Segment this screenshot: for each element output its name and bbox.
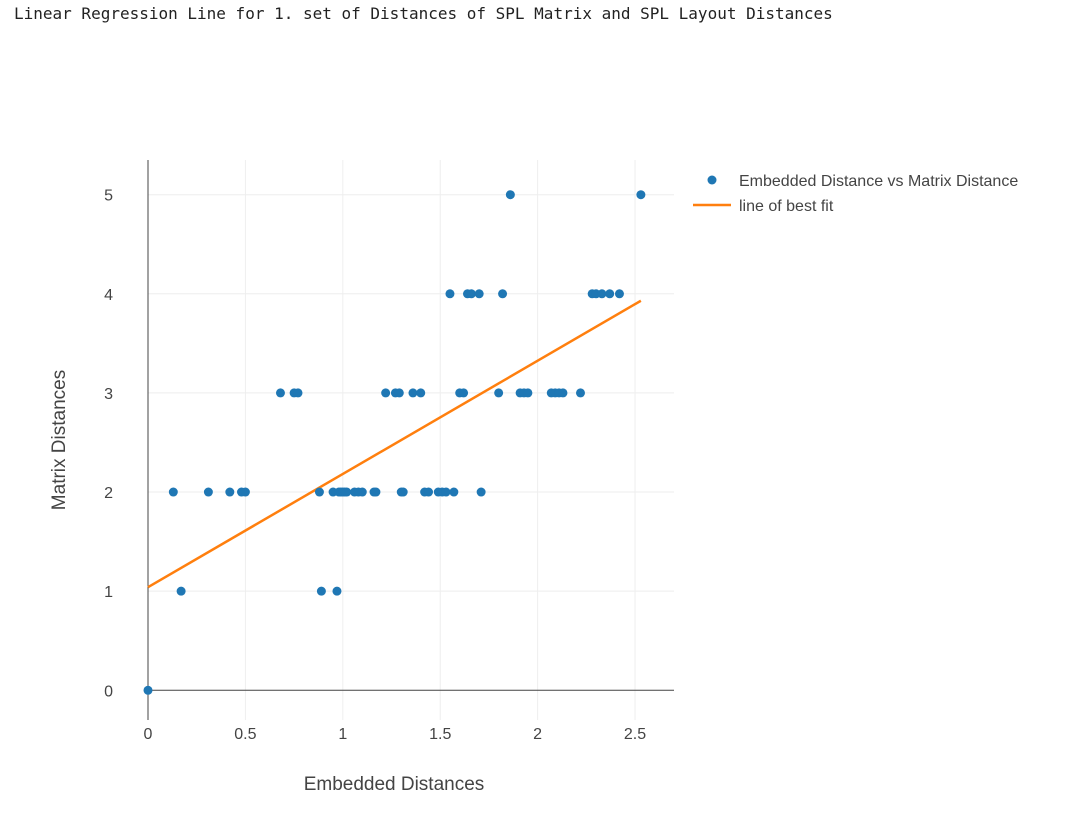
scatter-point xyxy=(575,388,585,398)
scatter-point xyxy=(474,289,484,299)
best-fit-line-layer xyxy=(147,299,642,589)
scatter-point xyxy=(459,388,469,398)
axes xyxy=(147,160,674,720)
legend-marker-points xyxy=(707,175,717,185)
scatter-point xyxy=(371,487,381,497)
x-tick-label: 2.5 xyxy=(624,726,646,743)
best-fit-line xyxy=(147,299,642,589)
page-title: Linear Regression Line for 1. set of Dis… xyxy=(14,4,833,23)
scatter-point xyxy=(316,586,326,596)
scatter-point xyxy=(636,190,646,200)
x-axis-title: Embedded Distances xyxy=(304,774,485,795)
scatter-point xyxy=(394,388,404,398)
legend: Embedded Distance vs Matrix Distance lin… xyxy=(693,173,1018,215)
scatter-point xyxy=(275,388,285,398)
scatter-point xyxy=(494,388,504,398)
scatter-point xyxy=(332,586,342,596)
scatter-point xyxy=(558,388,568,398)
scatter-points xyxy=(143,190,646,695)
scatter-point xyxy=(357,487,367,497)
scatter-point xyxy=(416,388,426,398)
legend-label-line: line of best fit xyxy=(739,198,834,215)
scatter-point xyxy=(424,487,434,497)
x-tick-label: 0.5 xyxy=(234,726,256,743)
scatter-point xyxy=(445,289,455,299)
scatter-point xyxy=(505,190,515,200)
legend-label-points: Embedded Distance vs Matrix Distance xyxy=(739,173,1018,190)
scatter-point xyxy=(449,487,459,497)
scatter-point xyxy=(240,487,250,497)
scatter-point xyxy=(381,388,391,398)
y-tick-label: 1 xyxy=(104,584,113,601)
scatter-point xyxy=(498,289,508,299)
scatter-point xyxy=(441,487,451,497)
scatter-point xyxy=(293,388,303,398)
scatter-point xyxy=(225,487,235,497)
y-tick-label: 4 xyxy=(104,287,113,304)
y-tick-label: 3 xyxy=(104,386,113,403)
scatter-point xyxy=(203,487,213,497)
y-tick-label: 2 xyxy=(104,485,113,502)
scatter-point xyxy=(143,685,153,695)
grid xyxy=(148,160,674,720)
x-tick-label: 2 xyxy=(533,726,542,743)
scatter-point xyxy=(408,388,418,398)
scatter-point xyxy=(398,487,408,497)
y-tick-label: 5 xyxy=(104,188,113,205)
scatter-point xyxy=(597,289,607,299)
scatter-point xyxy=(476,487,486,497)
scatter-point xyxy=(168,487,178,497)
scatter-point xyxy=(342,487,352,497)
x-tick-label: 1.5 xyxy=(429,726,451,743)
x-tick-label: 1 xyxy=(338,726,347,743)
tick-labels: 0 0.5 1 1.5 2 2.5 0 1 2 3 4 5 xyxy=(104,188,646,743)
y-tick-label: 0 xyxy=(104,683,113,700)
scatter-point xyxy=(466,289,476,299)
scatter-point xyxy=(314,487,324,497)
scatter-point xyxy=(523,388,533,398)
x-tick-label: 0 xyxy=(144,726,153,743)
y-axis-title: Matrix Distances xyxy=(49,370,70,510)
scatter-point xyxy=(176,586,186,596)
scatter-point xyxy=(605,289,615,299)
scatter-point xyxy=(614,289,624,299)
